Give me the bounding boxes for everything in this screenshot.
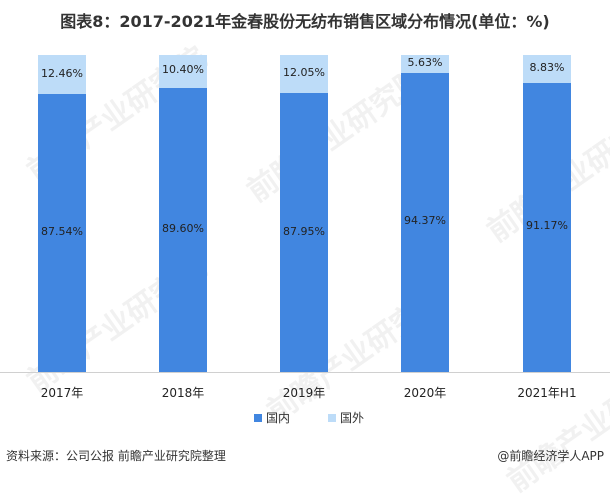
bar-1: 10.40% 89.60% bbox=[159, 55, 207, 372]
bar-segment-overseas: 8.83% bbox=[523, 55, 571, 83]
data-label-overseas: 5.63% bbox=[407, 55, 443, 69]
legend-item-overseas: 国外 bbox=[328, 409, 364, 426]
bar-segment-overseas: 5.63% bbox=[401, 55, 449, 73]
bar-segment-overseas: 10.40% bbox=[159, 55, 207, 88]
bar-0: 12.46% 87.54% bbox=[38, 55, 86, 372]
source-note: 资料来源：公司公报 前瞻产业研究院整理 bbox=[6, 449, 226, 463]
bar-4: 8.83% 91.17% bbox=[523, 55, 571, 372]
chart-title: 图表8：2017-2021年金春股份无纺布销售区域分布情况(单位：%) bbox=[60, 12, 550, 31]
x-tick-label: 2020年 bbox=[403, 386, 447, 400]
bar-segment-domestic: 87.54% bbox=[38, 94, 86, 372]
x-tick-label: 2021年H1 bbox=[517, 386, 577, 400]
x-tick-label: 2019年 bbox=[282, 386, 326, 400]
x-tick-label: 2017年 bbox=[40, 386, 84, 400]
data-label-overseas: 12.05% bbox=[283, 66, 325, 80]
bar-segment-domestic: 89.60% bbox=[159, 87, 207, 372]
x-tick-label: 2018年 bbox=[161, 386, 205, 400]
x-axis-line bbox=[0, 372, 610, 373]
stacked-bar-chart: 12.46% 87.54% 10.40% 89.60% 12.05% 87.95% 5.63… bbox=[38, 55, 571, 372]
bar-segment-domestic: 91.17% bbox=[523, 82, 571, 372]
data-label-overseas: 10.40% bbox=[162, 63, 204, 77]
data-label-domestic: 89.60% bbox=[162, 221, 204, 235]
legend-label-overseas: 国外 bbox=[340, 411, 365, 425]
data-label-overseas: 12.46% bbox=[41, 66, 83, 80]
legend-swatch-overseas bbox=[328, 413, 336, 422]
legend-item-domestic: 国内 bbox=[254, 409, 290, 426]
bar-segment-overseas: 12.46% bbox=[38, 55, 86, 95]
bar-2: 12.05% 87.95% bbox=[280, 55, 328, 372]
data-label-domestic: 87.54% bbox=[41, 225, 83, 239]
bar-segment-domestic: 87.95% bbox=[280, 93, 328, 372]
legend: 国内 国外 bbox=[0, 409, 610, 425]
data-label-domestic: 87.95% bbox=[283, 224, 325, 238]
brand-credit: @前瞻经济学人APP bbox=[497, 449, 604, 463]
data-label-overseas: 8.83% bbox=[529, 60, 565, 74]
data-label-domestic: 91.17% bbox=[526, 219, 568, 233]
bar-3: 5.63% 94.37% bbox=[401, 55, 449, 372]
legend-swatch-domestic bbox=[254, 413, 262, 422]
bar-segment-domestic: 94.37% bbox=[401, 72, 449, 372]
data-label-domestic: 94.37% bbox=[404, 214, 446, 228]
bar-segment-overseas: 12.05% bbox=[280, 55, 328, 94]
legend-label-domestic: 国内 bbox=[266, 411, 291, 425]
